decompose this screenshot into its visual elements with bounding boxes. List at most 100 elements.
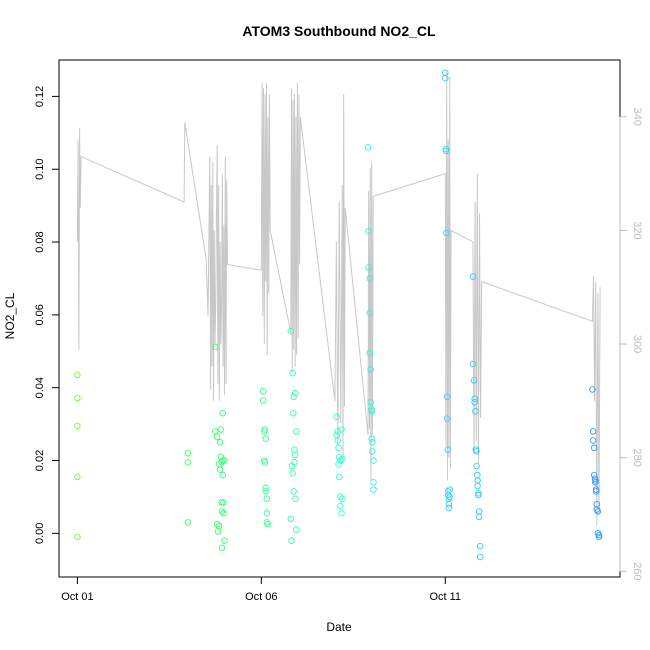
data-point [74, 394, 81, 402]
data-point [443, 415, 451, 422]
data-point [471, 395, 478, 402]
data-point [476, 542, 484, 550]
data-point [336, 473, 343, 481]
data-point [184, 519, 192, 526]
data-point [291, 459, 298, 466]
data-point [366, 349, 374, 357]
y-axis: 0.00 0.02 0.04 0.06 0.08 0.10 0.12 [34, 86, 60, 544]
y-tick-label: 0.10 [34, 159, 46, 180]
data-point [474, 482, 481, 490]
data-point [218, 544, 226, 552]
x-tick-label: Oct 06 [245, 591, 277, 603]
data-point [339, 455, 346, 462]
secondary-y-tick-label: 320 [631, 221, 643, 239]
secondary-y-tick-label: 340 [631, 108, 643, 126]
data-point [339, 495, 346, 502]
data-point [290, 409, 297, 417]
data-point [74, 473, 81, 481]
data-point [369, 439, 376, 446]
secondary-y-tick-label: 260 [631, 562, 643, 580]
data-point [259, 397, 267, 404]
y-axis-label: NO2_CL [3, 292, 17, 339]
data-point [589, 386, 596, 393]
data-point [259, 388, 267, 395]
data-point [221, 457, 228, 464]
y-tick-label: 0.08 [34, 231, 46, 252]
data-point [287, 515, 295, 522]
data-point [472, 408, 479, 415]
data-point [445, 504, 453, 512]
data-point [592, 479, 599, 486]
data-point [595, 533, 603, 541]
data-point [74, 533, 81, 541]
data-point [475, 513, 483, 521]
data-point [217, 426, 225, 433]
data-point [218, 499, 225, 506]
data-point [370, 479, 377, 486]
data-point [213, 433, 221, 441]
data-point [445, 500, 453, 508]
data-point [594, 508, 602, 515]
data-point [338, 426, 345, 433]
data-point [333, 431, 340, 439]
data-point [184, 449, 192, 457]
data-point [263, 510, 271, 517]
data-point [370, 486, 377, 493]
data-point [443, 393, 451, 401]
data-point [475, 508, 483, 515]
data-point [334, 437, 342, 444]
data-point [594, 530, 602, 537]
data-point [291, 451, 299, 459]
data-point [470, 377, 478, 384]
data-point [366, 309, 374, 317]
data-point [369, 448, 376, 455]
points-layer [74, 69, 603, 561]
y-tick-label: 0.04 [34, 377, 46, 398]
data-point [469, 273, 477, 280]
chart-title: ATOM3 Southbound NO2_CL [242, 23, 436, 39]
data-point [219, 471, 226, 479]
data-point [590, 444, 598, 452]
x-axis: Oct 01 Oct 06 Oct 11 [61, 576, 461, 603]
data-point [290, 393, 297, 401]
data-point [216, 466, 224, 473]
data-point [446, 486, 453, 493]
data-point [365, 264, 372, 271]
data-point [262, 488, 269, 495]
data-point [442, 145, 450, 153]
data-point [212, 343, 219, 351]
x-tick-label: Oct 11 [429, 591, 461, 603]
data-point [474, 471, 481, 479]
data-point [446, 493, 453, 501]
data-point [442, 147, 450, 155]
data-point [214, 528, 222, 535]
y-tick-label: 0.00 [34, 523, 46, 544]
data-point [476, 553, 484, 561]
data-point [292, 495, 299, 502]
data-point [293, 428, 300, 435]
data-point [212, 428, 219, 435]
secondary-y-tick-label: 300 [631, 335, 643, 353]
data-point [288, 537, 295, 544]
data-point [289, 369, 296, 377]
secondary-y-tick-label: 280 [631, 449, 643, 467]
data-point [215, 522, 223, 530]
data-point [368, 435, 375, 442]
data-point [595, 531, 603, 539]
data-point [471, 398, 478, 406]
y-tick-label: 0.02 [34, 450, 46, 471]
data-point [368, 406, 375, 413]
data-point [293, 526, 300, 533]
data-point [442, 69, 449, 76]
data-point [592, 486, 600, 493]
data-point [221, 537, 228, 544]
x-tick-label: Oct 01 [61, 591, 93, 603]
data-point [366, 275, 374, 282]
data-point [589, 428, 597, 435]
data-point [473, 448, 480, 455]
data-point [216, 439, 224, 446]
data-point [337, 457, 344, 464]
data-point [261, 426, 269, 433]
data-point [475, 491, 482, 499]
